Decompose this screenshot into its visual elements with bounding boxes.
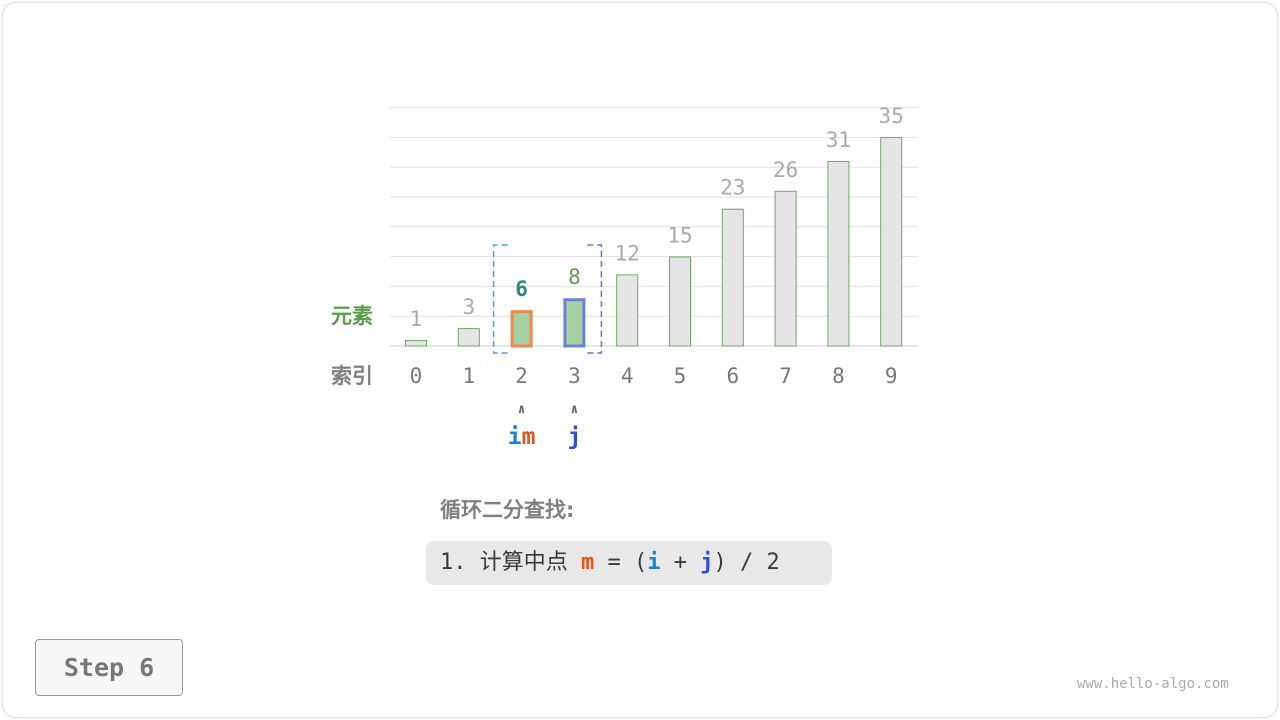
bar-1: [457, 328, 480, 347]
index-label-3: 3: [568, 364, 581, 388]
pointer-arrow-3: ∧: [570, 402, 578, 417]
row-label-index: 索引: [331, 364, 373, 388]
bar-4: [616, 274, 639, 347]
pointer-label-3: j: [567, 424, 581, 450]
formula-m: m: [581, 550, 595, 575]
pointer-arrow-2: ∧: [518, 402, 526, 417]
bar-0: [405, 340, 427, 347]
index-label-0: 0: [410, 364, 423, 388]
bar-3: [563, 298, 586, 348]
value-label-5: 15: [667, 223, 692, 247]
bar-9: [880, 137, 903, 347]
section-title: 循环二分查找:: [440, 498, 575, 522]
index-label-6: 6: [726, 364, 739, 388]
index-label-5: 5: [674, 364, 687, 388]
pointer-label-2: im: [508, 424, 536, 450]
formula-rest: ) / 2: [713, 550, 780, 575]
formula-j: j: [700, 550, 714, 575]
value-label-9: 35: [879, 104, 904, 128]
formula-plus: +: [660, 550, 701, 575]
index-label-8: 8: [832, 364, 845, 388]
watermark: www.hello-algo.com: [1077, 676, 1229, 692]
value-label-4: 12: [615, 241, 640, 265]
row-label-element: 元素: [331, 304, 373, 328]
step-button[interactable]: Step 6: [35, 639, 183, 696]
index-label-4: 4: [621, 364, 634, 388]
range-bracket-right: [587, 244, 603, 354]
pointer-m: m: [522, 424, 536, 450]
bar-5: [669, 256, 691, 347]
formula-box: 1. 计算中点 m = (i + j) / 2: [426, 541, 832, 585]
index-label-2: 2: [515, 364, 528, 388]
index-label-7: 7: [779, 364, 792, 388]
value-label-3: 8: [568, 265, 581, 289]
index-label-9: 9: [885, 364, 898, 388]
value-label-8: 31: [826, 128, 851, 152]
value-label-6: 23: [720, 176, 745, 200]
step-text: 计算中点: [479, 550, 568, 575]
value-label-1: 3: [462, 295, 475, 319]
bar-8: [827, 160, 850, 347]
value-label-7: 26: [773, 158, 798, 182]
formula-i: i: [647, 550, 661, 575]
bar-2: [510, 310, 533, 348]
pointer-i: i: [508, 424, 522, 450]
formula-eq: = (: [594, 550, 648, 575]
range-bracket-left: [492, 244, 508, 354]
pointer-j: j: [567, 424, 581, 450]
bar-6: [721, 208, 744, 347]
step-number: 1.: [440, 550, 467, 575]
bar-7: [774, 190, 797, 347]
index-label-1: 1: [462, 364, 475, 388]
value-label-0: 1: [410, 307, 423, 331]
value-label-2: 6: [515, 277, 528, 301]
